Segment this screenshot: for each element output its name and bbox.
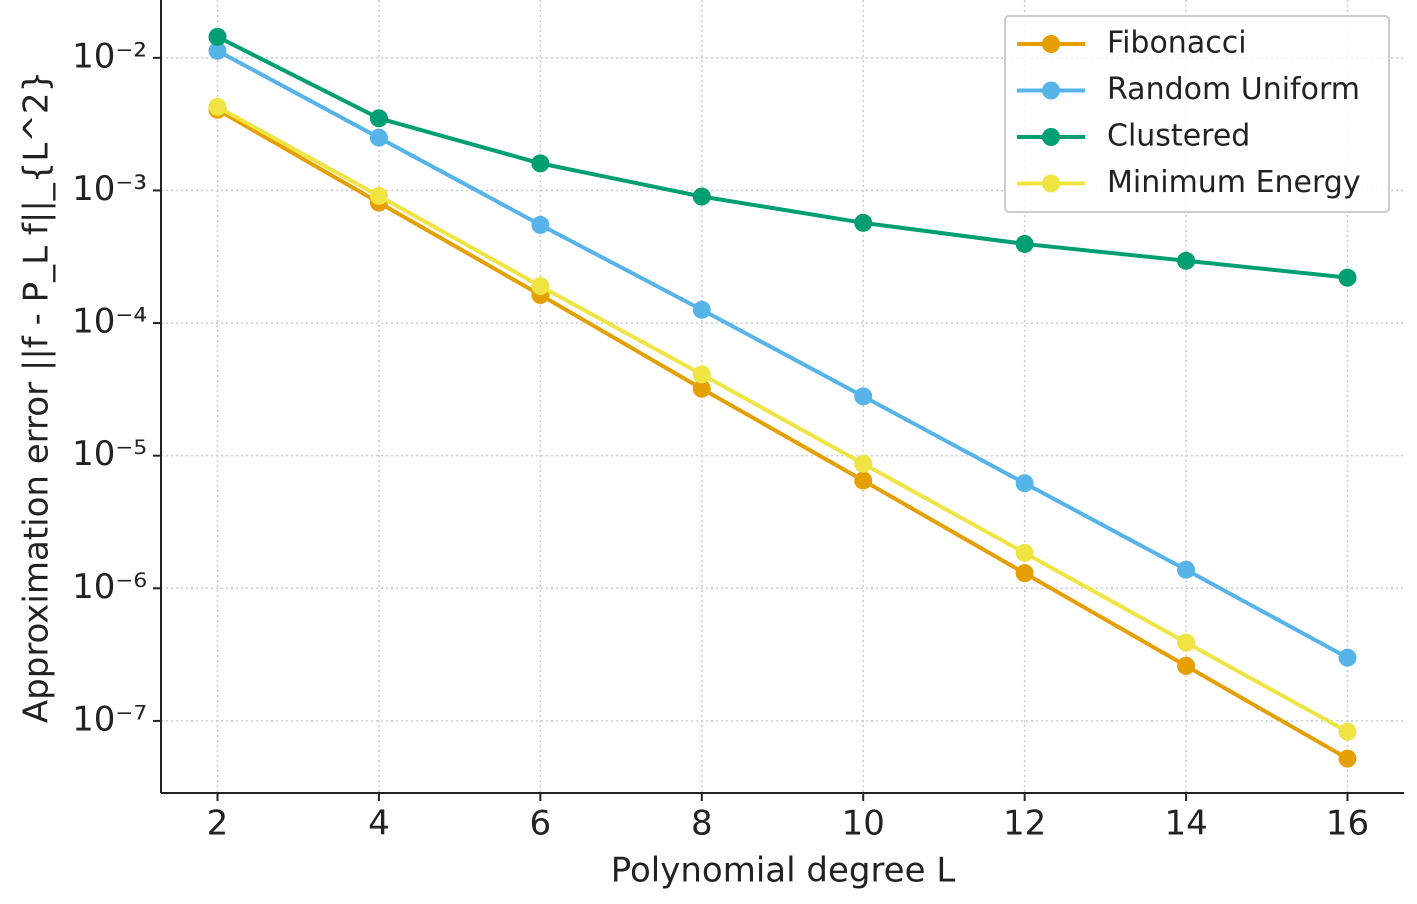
data-point: [369, 128, 388, 147]
legend-marker: [1042, 128, 1060, 146]
legend-label: Random Uniform: [1107, 72, 1360, 107]
data-point: [1338, 749, 1357, 768]
x-tick-label: 8: [691, 804, 713, 844]
x-tick-label: 6: [530, 804, 552, 844]
data-point: [692, 187, 711, 206]
series-line: [216, 105, 1349, 734]
y-tick-label: 10⁻²: [72, 36, 147, 76]
data-point: [1338, 268, 1357, 287]
data-point: [1015, 564, 1034, 583]
data-point: [1338, 722, 1357, 741]
data-point: [854, 471, 873, 490]
data-point: [854, 213, 873, 232]
series-line: [216, 108, 1349, 761]
data-point: [1015, 234, 1034, 253]
data-point: [854, 454, 873, 473]
legend-label: Minimum Energy: [1107, 165, 1361, 200]
x-axis-label: Polynomial degree L: [611, 851, 956, 891]
data-point: [692, 300, 711, 319]
y-tick-label: 10⁻⁶: [72, 567, 147, 607]
legend-label: Fibonacci: [1107, 26, 1247, 61]
data-point: [531, 154, 550, 173]
x-tick-label: 2: [207, 804, 229, 844]
series-line: [216, 35, 1348, 280]
data-point: [1015, 474, 1034, 493]
legend-marker: [1042, 81, 1060, 100]
x-tick-label: 12: [1003, 804, 1046, 844]
legend: Fibonacci Random Uniform Clustered Minimum …: [1004, 15, 1390, 213]
data-point: [1015, 543, 1034, 562]
y-tick-label: 10⁻⁵: [72, 434, 147, 474]
data-point: [369, 186, 388, 205]
data-point: [854, 387, 873, 406]
data-point: [531, 215, 550, 234]
data-point: [208, 97, 227, 116]
data-point: [1177, 560, 1196, 579]
data-point: [1177, 633, 1196, 652]
y-tick-label: 10⁻⁷: [72, 699, 147, 739]
legend-marker: [1042, 174, 1060, 193]
data-point: [369, 109, 388, 128]
legend-box: [1004, 15, 1390, 213]
legend-marker: [1042, 35, 1060, 53]
data-point: [1177, 656, 1196, 675]
data-point: [208, 41, 227, 60]
x-tick-label: 16: [1326, 804, 1369, 844]
y-axis-label: Approximation error ||f - P_L f||_{L^2}: [17, 71, 57, 723]
y-tick-label: 10⁻³: [72, 169, 147, 209]
x-tick-label: 10: [842, 804, 885, 844]
x-tick-label: 4: [368, 804, 390, 844]
legend-label: Clustered: [1107, 119, 1250, 154]
data-point: [692, 365, 711, 384]
data-point: [692, 379, 711, 398]
series-line: [216, 49, 1349, 660]
data-point: [531, 277, 550, 296]
data-point: [1177, 251, 1196, 270]
x-tick-label: 14: [1164, 804, 1207, 844]
data-point: [208, 27, 227, 46]
y-tick-label: 10⁻⁴: [72, 302, 147, 342]
data-point: [1338, 648, 1357, 667]
